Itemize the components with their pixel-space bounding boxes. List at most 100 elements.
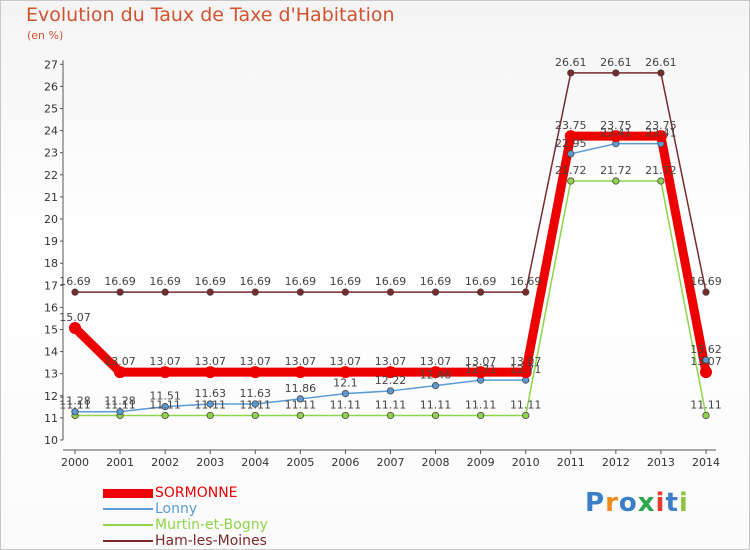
x-tick-label: 2003 (196, 456, 224, 469)
data-point-lonny (567, 150, 575, 158)
x-tick-label: 2009 (467, 456, 495, 469)
legend-swatch (103, 524, 153, 526)
data-label-ham-les-moines: 16.69 (690, 275, 722, 288)
data-label-murtin-et-bogny: 21.72 (600, 164, 632, 177)
data-point-lonny (251, 400, 259, 408)
legend-swatch (103, 540, 153, 542)
data-label-lonny: 11.63 (240, 387, 272, 400)
data-label-ham-les-moines: 26.61 (600, 56, 632, 69)
data-label-murtin-et-bogny: 11.11 (240, 398, 272, 411)
proxiti-logo: Proxiti (585, 488, 689, 518)
y-tick-label: 16 (44, 301, 58, 314)
x-tick-label: 2000 (61, 456, 89, 469)
data-point-sormonne (294, 366, 307, 379)
data-label-murtin-et-bogny: 11.11 (285, 398, 317, 411)
logo-letter: P (585, 488, 606, 518)
data-point-murtin-et-bogny (657, 177, 665, 185)
legend-swatch (103, 508, 153, 510)
data-label-lonny: 23.41 (600, 127, 632, 140)
data-point-lonny (206, 400, 214, 408)
data-point-lonny (341, 389, 350, 398)
y-tick-label: 21 (44, 191, 58, 204)
data-point-ham-les-moines (206, 288, 214, 296)
data-label-ham-les-moines: 16.69 (285, 275, 317, 288)
data-point-sormonne (204, 366, 217, 379)
data-label-lonny: 11.28 (59, 395, 91, 408)
x-tick-label: 2005 (286, 456, 314, 469)
data-point-ham-les-moines (116, 288, 124, 296)
data-point-murtin-et-bogny (567, 177, 575, 185)
data-label-ham-les-moines: 16.69 (240, 275, 272, 288)
data-label-murtin-et-bogny: 11.11 (510, 398, 542, 411)
data-label-lonny: 12.71 (510, 363, 542, 376)
data-point-murtin-et-bogny (477, 411, 485, 420)
data-point-ham-les-moines (71, 288, 79, 296)
data-point-lonny (71, 408, 79, 416)
y-tick-label: 19 (44, 235, 58, 248)
data-point-sormonne (564, 130, 577, 143)
data-label-ham-les-moines: 16.69 (375, 275, 407, 288)
y-tick-label: 20 (44, 213, 58, 226)
data-point-murtin-et-bogny (612, 177, 620, 185)
data-label-lonny: 12.71 (465, 363, 497, 376)
data-point-murtin-et-bogny (431, 411, 440, 420)
data-label-ham-les-moines: 16.69 (194, 275, 226, 288)
data-point-murtin-et-bogny (386, 411, 395, 420)
logo-letter: x (637, 488, 656, 518)
data-point-ham-les-moines (702, 288, 710, 296)
data-point-lonny (161, 403, 169, 411)
data-label-lonny: 13.62 (690, 343, 722, 356)
data-label-murtin-et-bogny: 11.11 (104, 398, 136, 411)
data-point-sormonne (429, 366, 442, 379)
data-label-lonny: 23.41 (645, 127, 677, 140)
data-label-sormonne: 13.07 (194, 355, 226, 368)
data-point-lonny (296, 395, 304, 403)
data-label-murtin-et-bogny: 11.11 (59, 398, 91, 411)
series-line-ham-les-moines (74, 72, 707, 293)
y-tick-label: 23 (44, 147, 58, 160)
data-label-ham-les-moines: 16.69 (420, 275, 452, 288)
data-label-murtin-et-bogny: 21.72 (645, 164, 677, 177)
data-label-sormonne: 15.07 (59, 311, 91, 324)
data-label-ham-les-moines: 26.61 (645, 56, 677, 69)
legend-label: SORMONNE (155, 485, 238, 501)
data-point-sormonne (384, 366, 397, 379)
data-point-sormonne (114, 366, 127, 379)
x-tick-label: 2004 (241, 456, 269, 469)
data-point-sormonne (519, 366, 532, 379)
data-point-sormonne (249, 366, 262, 379)
x-tick-label: 2010 (512, 456, 540, 469)
x-tick-label: 2006 (331, 456, 359, 469)
data-label-murtin-et-bogny: 21.72 (555, 164, 587, 177)
logo-letter: i (655, 488, 666, 518)
data-label-ham-les-moines: 16.69 (465, 275, 497, 288)
data-point-sormonne (159, 366, 172, 379)
data-label-ham-les-moines: 16.69 (330, 275, 362, 288)
x-tick-label: 2002 (151, 456, 179, 469)
data-point-sormonne (654, 130, 667, 143)
data-point-ham-les-moines (431, 288, 440, 296)
data-point-sormonne (69, 321, 81, 334)
x-tick-label: 2013 (647, 456, 675, 469)
data-label-lonny: 11.51 (149, 390, 181, 403)
y-tick-label: 17 (44, 279, 58, 292)
data-label-murtin-et-bogny: 11.11 (465, 398, 497, 411)
data-label-ham-les-moines: 16.69 (59, 275, 91, 288)
data-label-murtin-et-bogny: 11.11 (149, 398, 181, 411)
data-point-ham-les-moines (657, 69, 665, 77)
legend-label: Ham-les-Moines (155, 533, 267, 549)
data-point-murtin-et-bogny (341, 411, 350, 420)
data-point-lonny (431, 382, 440, 390)
data-label-sormonne: 13.07 (465, 355, 497, 368)
data-label-sormonne: 13.07 (510, 355, 542, 368)
data-point-murtin-et-bogny (206, 411, 214, 420)
data-point-ham-les-moines (251, 288, 259, 296)
data-point-lonny (702, 356, 710, 364)
y-tick-label: 10 (44, 434, 58, 447)
x-tick-label: 2012 (602, 456, 630, 469)
data-label-murtin-et-bogny: 11.11 (194, 398, 226, 411)
logo-letter: o (618, 488, 638, 518)
data-label-lonny: 12.46 (420, 369, 452, 382)
data-point-murtin-et-bogny (251, 411, 259, 420)
